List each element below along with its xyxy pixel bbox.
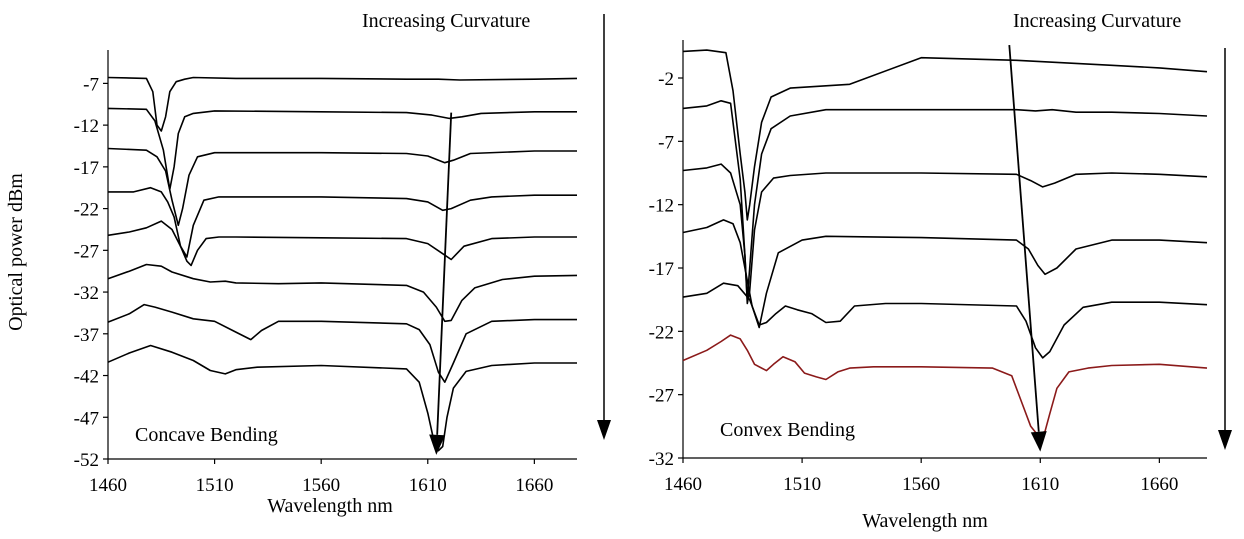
convex-curvature-arrowhead: [1218, 430, 1232, 450]
concave-traces: [107, 76, 578, 452]
concave-y-tick-label: -42: [74, 367, 99, 388]
concave-trace-8: [107, 344, 577, 452]
convex-y-tick-label: -27: [649, 386, 674, 407]
convex-x-ticks: 1460 1510 1560 1610 1660: [664, 458, 1178, 495]
concave-y-axis-title: Optical power dBm: [5, 173, 27, 331]
concave-y-tick-label: -12: [74, 116, 99, 137]
concave-y-tick-label: -17: [74, 158, 99, 179]
convex-trace-3: [682, 163, 1208, 305]
convex-trace-2: [682, 100, 1208, 301]
concave-trace-1: [107, 76, 578, 132]
concave-shift-arrowhead: [429, 434, 446, 455]
convex-annotation: Convex Bending: [720, 419, 855, 441]
concave-x-tick-label: 1660: [515, 475, 553, 496]
concave-x-tick-label: 1510: [196, 475, 234, 496]
convex-trace-1: [682, 49, 1208, 221]
convex-bending-panel: -2 -7 -12 -17 -22 -27 -32 1460 1510 1560 1610 1660…: [649, 10, 1232, 532]
convex-y-tick-label: -17: [649, 259, 674, 280]
convex-trace-5: [682, 282, 1208, 359]
concave-x-tick-label: 1560: [302, 475, 340, 496]
convex-curvature-label: Increasing Curvature: [1013, 10, 1181, 32]
convex-trace-6: [682, 334, 1208, 436]
concave-curvature-arrowhead: [597, 420, 611, 440]
concave-y-tick-label: -52: [74, 450, 99, 471]
concave-trace-3: [107, 147, 577, 227]
convex-x-tick-label: 1460: [664, 474, 702, 495]
concave-x-axis-title: Wavelength nm: [267, 495, 393, 517]
convex-x-tick-label: 1510: [783, 474, 821, 495]
concave-y-tick-label: -47: [74, 408, 99, 429]
concave-trace-7: [107, 303, 577, 383]
concave-y-tick-label: -32: [74, 283, 99, 304]
concave-y-tick-label: -7: [83, 74, 99, 95]
convex-shift-arrowhead: [1030, 431, 1047, 452]
convex-shift-arrow: [1008, 44, 1047, 452]
concave-trace-2: [107, 107, 577, 191]
concave-y-tick-label: -22: [74, 200, 99, 221]
convex-y-tick-label: -12: [649, 196, 674, 217]
convex-y-tick-label: -2: [658, 69, 674, 90]
concave-shift-arrow: [429, 112, 453, 455]
concave-annotation: Concave Bending: [135, 424, 278, 446]
convex-y-tick-label: -22: [649, 322, 674, 343]
concave-trace-6: [107, 263, 578, 323]
concave-x-tick-label: 1610: [409, 475, 447, 496]
convex-y-tick-label: -32: [649, 449, 674, 470]
concave-curvature-label: Increasing Curvature: [362, 10, 530, 32]
concave-x-tick-label: 1460: [89, 475, 127, 496]
convex-x-tick-label: 1560: [902, 474, 940, 495]
concave-shift-arrow-line: [436, 112, 453, 435]
concave-y-tick-label: -37: [74, 325, 99, 346]
concave-bending-panel: -7 -12 -17 -22 -27 -32 -37 -42 -47 -52 1460 1510 15…: [5, 10, 611, 517]
convex-traces: [682, 49, 1208, 436]
convex-trace-4: [682, 219, 1208, 329]
concave-y-tick-label: -27: [74, 241, 99, 262]
convex-x-tick-label: 1660: [1140, 474, 1178, 495]
concave-x-ticks: 1460 1510 1560 1610 1660: [89, 459, 553, 496]
convex-x-axis-title: Wavelength nm: [862, 510, 988, 532]
convex-shift-arrow-line: [1008, 44, 1040, 432]
convex-y-ticks: -2 -7 -12 -17 -22 -27 -32: [649, 69, 683, 470]
convex-y-tick-label: -7: [658, 132, 674, 153]
concave-trace-4: [108, 186, 577, 258]
concave-y-ticks: -7 -12 -17 -22 -27 -32 -37 -42 -47 -52: [74, 74, 108, 471]
concave-trace-5: [107, 220, 577, 267]
convex-x-tick-label: 1610: [1021, 474, 1059, 495]
